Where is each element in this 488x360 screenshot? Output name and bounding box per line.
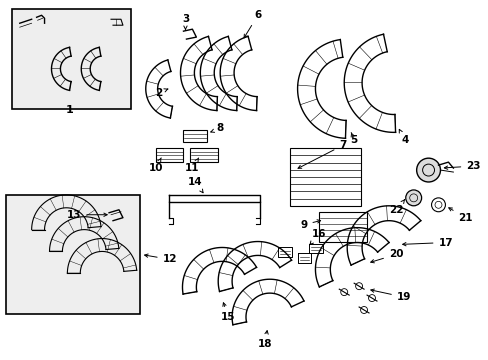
Text: 15: 15 <box>221 303 235 322</box>
Text: 4: 4 <box>399 129 407 145</box>
Text: 13: 13 <box>67 210 107 220</box>
Text: 22: 22 <box>389 200 404 215</box>
Bar <box>289 148 360 206</box>
Text: 2: 2 <box>155 88 167 98</box>
Bar <box>155 148 183 162</box>
Text: 19: 19 <box>370 289 410 302</box>
Text: 5: 5 <box>350 132 357 145</box>
Text: 17: 17 <box>402 238 452 248</box>
Circle shape <box>405 190 421 206</box>
Text: 16: 16 <box>309 229 326 244</box>
Text: 9: 9 <box>300 220 320 230</box>
Text: 8: 8 <box>210 123 224 134</box>
Text: 23: 23 <box>444 161 480 171</box>
Bar <box>6 195 140 314</box>
Text: 7: 7 <box>298 140 346 168</box>
Text: 12: 12 <box>144 254 177 264</box>
Text: 10: 10 <box>148 158 163 173</box>
Bar <box>190 148 218 162</box>
Text: 1: 1 <box>65 104 73 114</box>
Text: 6: 6 <box>244 10 261 38</box>
Text: 14: 14 <box>188 177 203 193</box>
Text: 20: 20 <box>370 249 403 263</box>
Text: 11: 11 <box>185 158 199 173</box>
Bar <box>12 9 131 109</box>
Text: 3: 3 <box>182 14 189 30</box>
Text: 21: 21 <box>448 208 472 223</box>
Circle shape <box>416 158 440 182</box>
Bar <box>319 212 366 242</box>
Text: 18: 18 <box>257 331 271 349</box>
Bar <box>183 130 207 142</box>
